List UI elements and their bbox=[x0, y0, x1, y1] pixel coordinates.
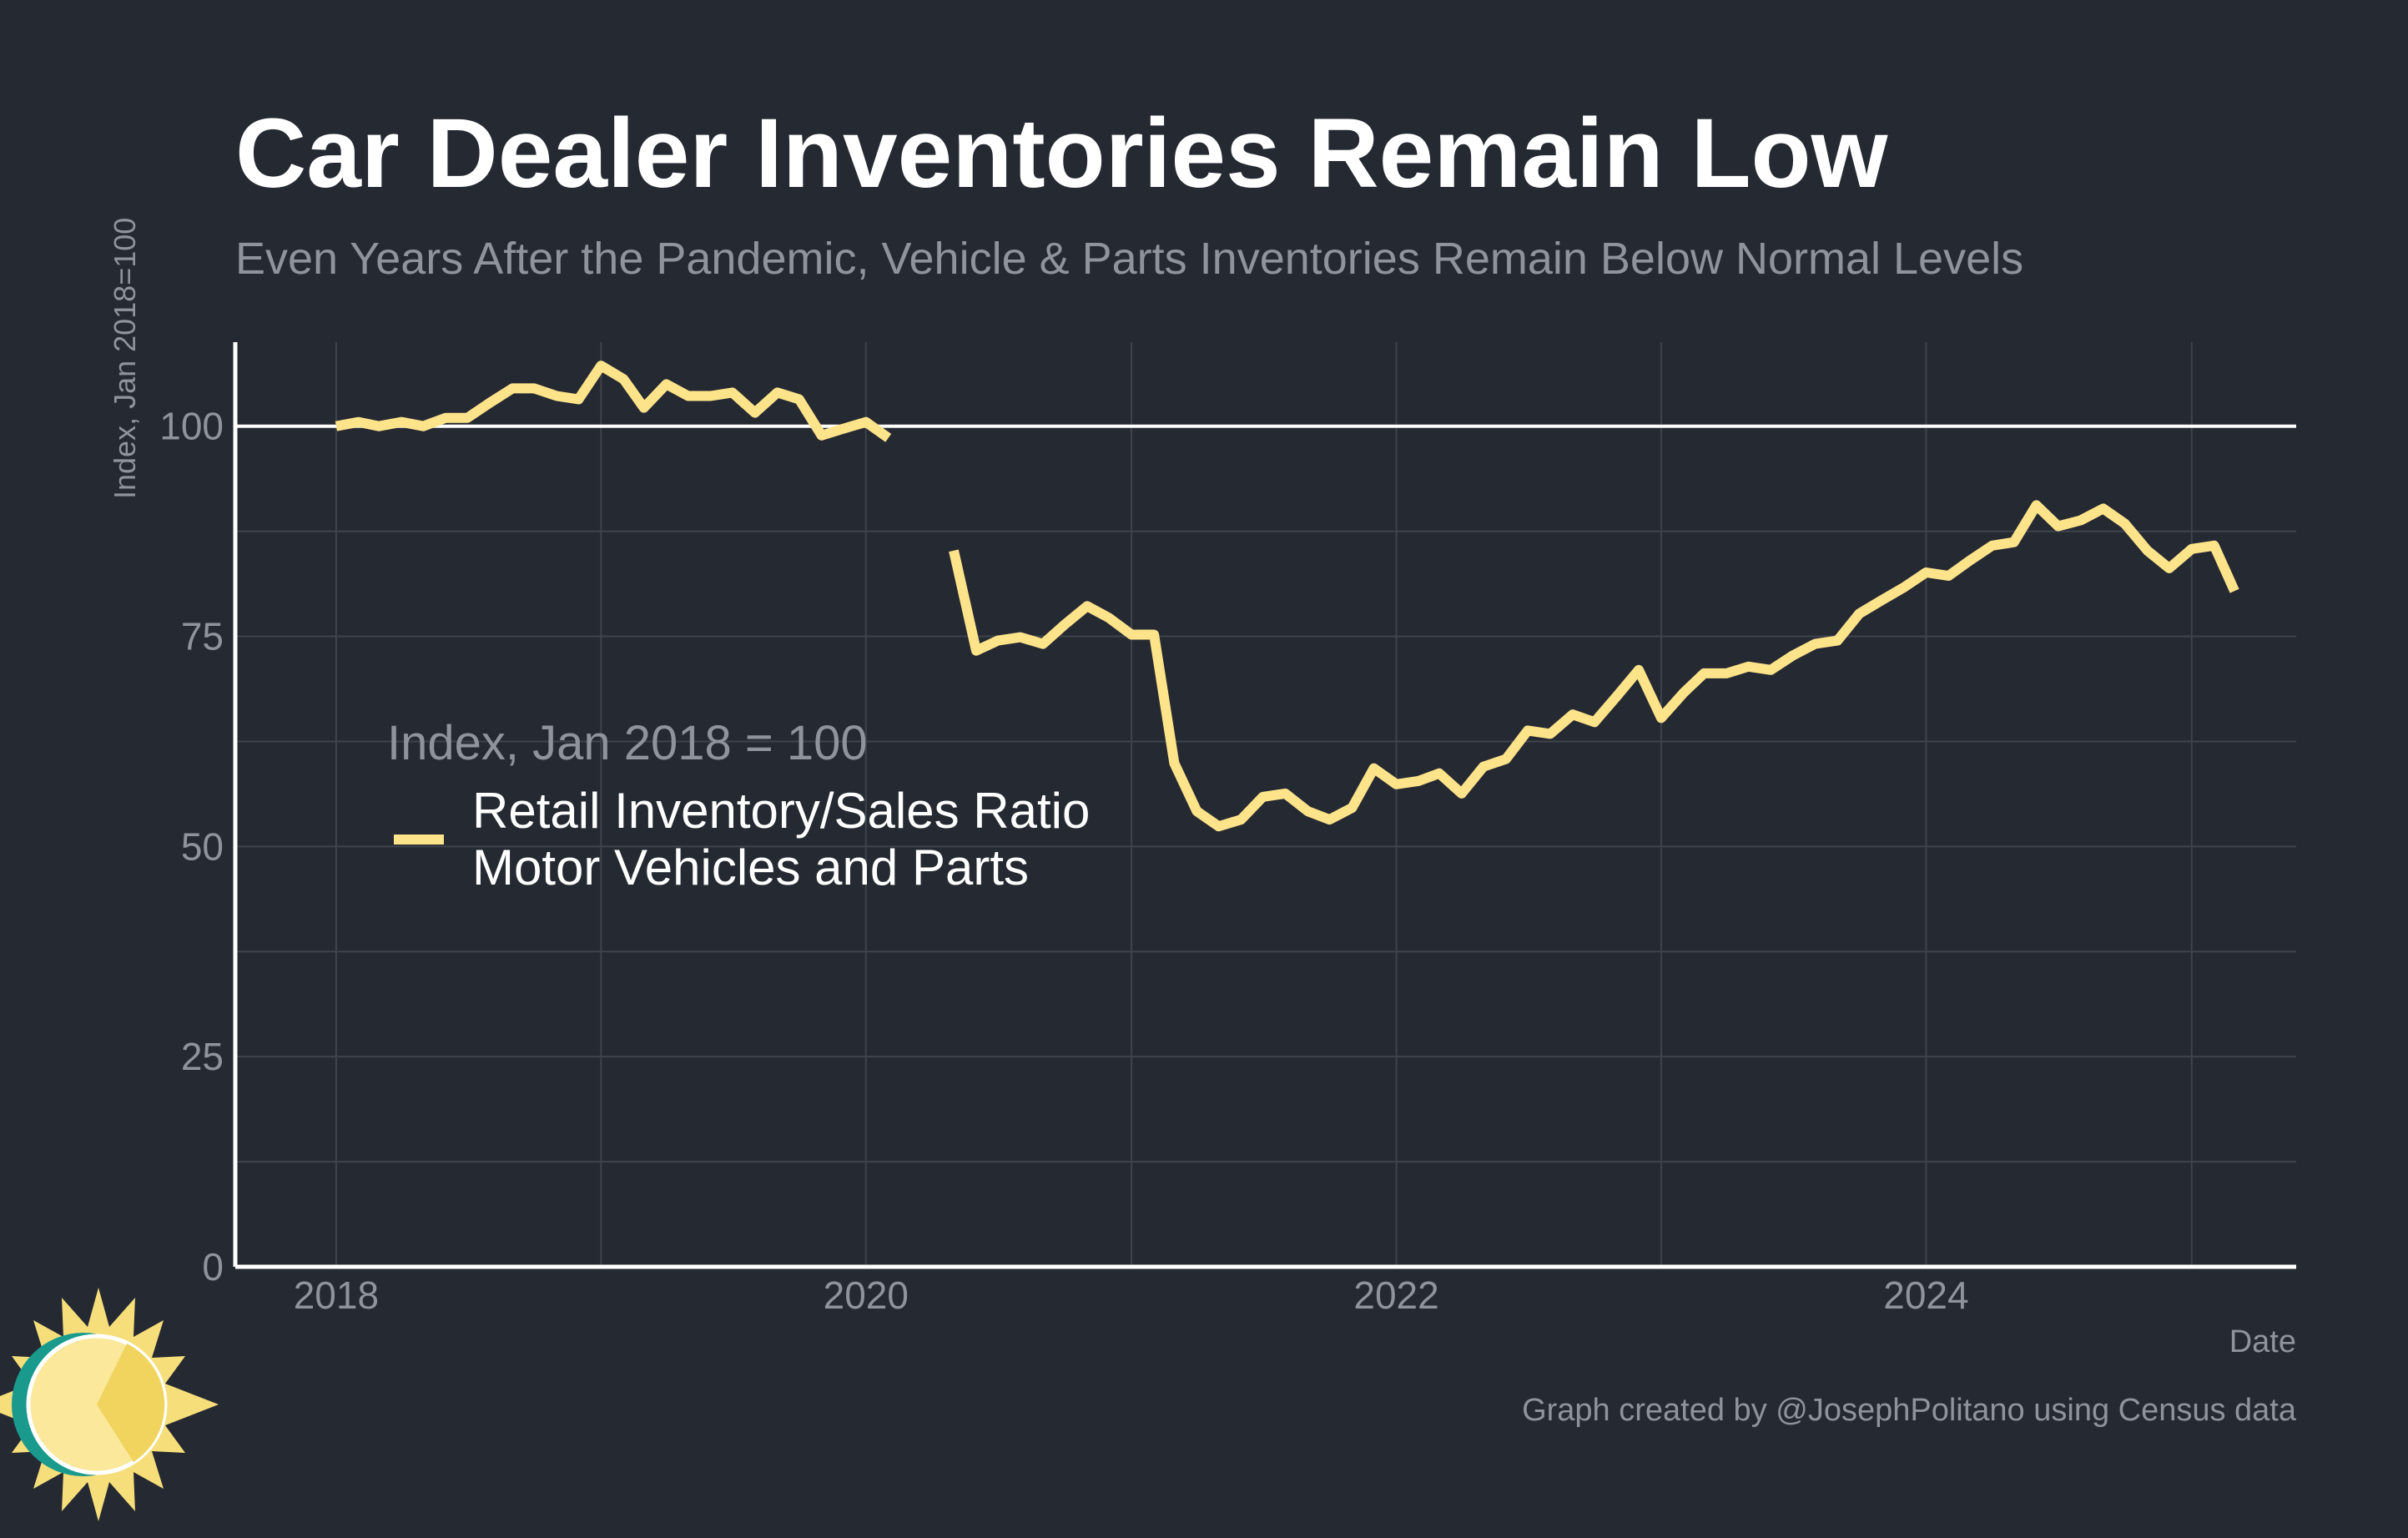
y-tick-label: 0 bbox=[202, 1245, 224, 1288]
y-tick-label: 100 bbox=[159, 405, 224, 448]
sun-shade-icon bbox=[97, 1344, 165, 1462]
legend-title: Index, Jan 2018 = 100 bbox=[387, 716, 868, 770]
chart-caption: Graph created by @JosephPolitano using C… bbox=[1522, 1393, 2297, 1428]
x-tick-label: 2024 bbox=[1883, 1273, 1968, 1317]
x-axis-title: Date bbox=[2229, 1324, 2296, 1359]
chart-title: Car Dealer Inventories Remain Low bbox=[235, 98, 1889, 209]
x-tick-label: 2018 bbox=[294, 1273, 379, 1317]
legend: Index, Jan 2018 = 100 Retail Inventory/S… bbox=[387, 716, 1090, 895]
series-lines bbox=[335, 361, 2239, 832]
legend-entry-line-1: Retail Inventory/Sales Ratio bbox=[472, 783, 1090, 839]
series-line bbox=[335, 361, 892, 442]
x-axis-ticks: 2018 2020 2022 2024 bbox=[294, 1273, 1969, 1317]
y-tick-label: 75 bbox=[181, 615, 224, 658]
y-axis-ticks: 0 25 50 75 100 bbox=[159, 405, 224, 1288]
y-axis-title: Index, Jan 2018=100 bbox=[108, 218, 142, 499]
x-tick-label: 2022 bbox=[1353, 1273, 1438, 1317]
y-tick-label: 25 bbox=[181, 1035, 224, 1078]
chart-subtitle: Even Years After the Pandemic, Vehicle &… bbox=[235, 234, 2023, 284]
sun-logo bbox=[0, 1288, 219, 1521]
series-line bbox=[949, 500, 2239, 832]
y-tick-label: 50 bbox=[181, 824, 224, 868]
x-tick-label: 2020 bbox=[824, 1273, 909, 1317]
legend-entry-line-2: Motor Vehicles and Parts bbox=[472, 840, 1029, 895]
